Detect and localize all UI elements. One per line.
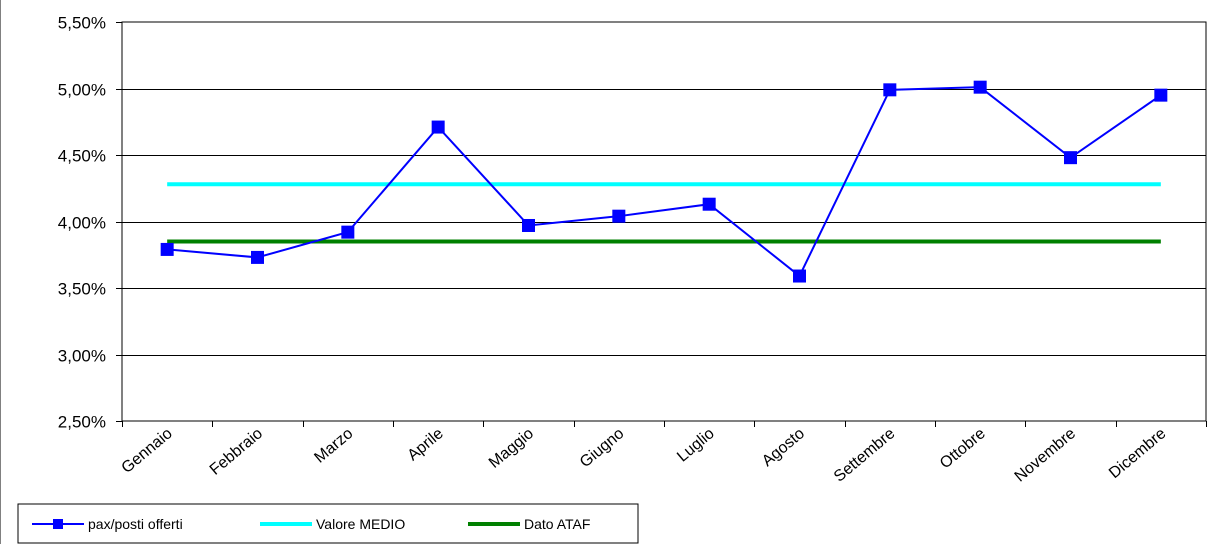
legend-label: pax/posti offerti (88, 516, 183, 532)
y-tick-label: 3,00% (58, 347, 106, 366)
legend-box (17, 503, 639, 544)
data-point (612, 209, 626, 223)
series-group (160, 80, 1168, 283)
legend-label: Dato ATAF (524, 516, 590, 532)
y-tick-label: 2,50% (58, 413, 106, 432)
y-tick-label: 5,00% (58, 81, 106, 100)
x-tick-label: Aprile (404, 425, 446, 464)
legend-item: pax/posti offerti (32, 516, 183, 532)
data-point (251, 250, 264, 264)
plot-area (121, 21, 1207, 422)
x-tick-label: Maggio (486, 425, 537, 472)
data-point (883, 83, 897, 97)
y-tick-label: 3,50% (58, 280, 106, 299)
gridlines (122, 89, 1206, 356)
data-point (431, 120, 445, 134)
x-tick-label: Giugno (577, 425, 628, 471)
legend-marker (53, 519, 63, 529)
data-point (522, 218, 535, 232)
x-tick-label: Dicembre (1106, 425, 1169, 482)
legend-item: Dato ATAF (468, 516, 590, 532)
data-point (1064, 151, 1077, 165)
x-tick-label: Luglio (674, 425, 718, 466)
data-point (1154, 88, 1168, 102)
x-tick-label: Agosto (759, 425, 808, 470)
data-point (702, 197, 716, 211)
legend-label: Valore MEDIO (316, 516, 405, 532)
series-line-0 (167, 86, 1162, 278)
x-tick-label: Gennaio (118, 425, 175, 477)
data-point (160, 242, 174, 256)
x-tick-label: Febbraio (207, 425, 266, 479)
y-tick-label: 5,50% (58, 14, 106, 33)
data-point (793, 269, 806, 283)
x-tick-label: Ottobre (937, 425, 989, 472)
data-point (973, 80, 987, 94)
legend: pax/posti offerti Valore MEDIO Dato ATAF (17, 503, 639, 544)
x-tick-label: Marzo (311, 425, 356, 467)
x-tick-label: Settembre (831, 425, 899, 486)
y-axis: 2,50% 3,00% 3,50% 4,00% 4,50% 5,00% 5,50% (58, 14, 122, 432)
y-tick-label: 4,00% (58, 214, 106, 233)
x-axis: Gennaio Febbraio Marzo Aprile Maggio Giugno Lu… (118, 421, 1207, 486)
data-point (341, 225, 355, 239)
y-tick-label: 4,50% (58, 147, 106, 166)
x-tick-label: Novembre (1012, 425, 1080, 486)
legend-item: Valore MEDIO (260, 516, 405, 532)
